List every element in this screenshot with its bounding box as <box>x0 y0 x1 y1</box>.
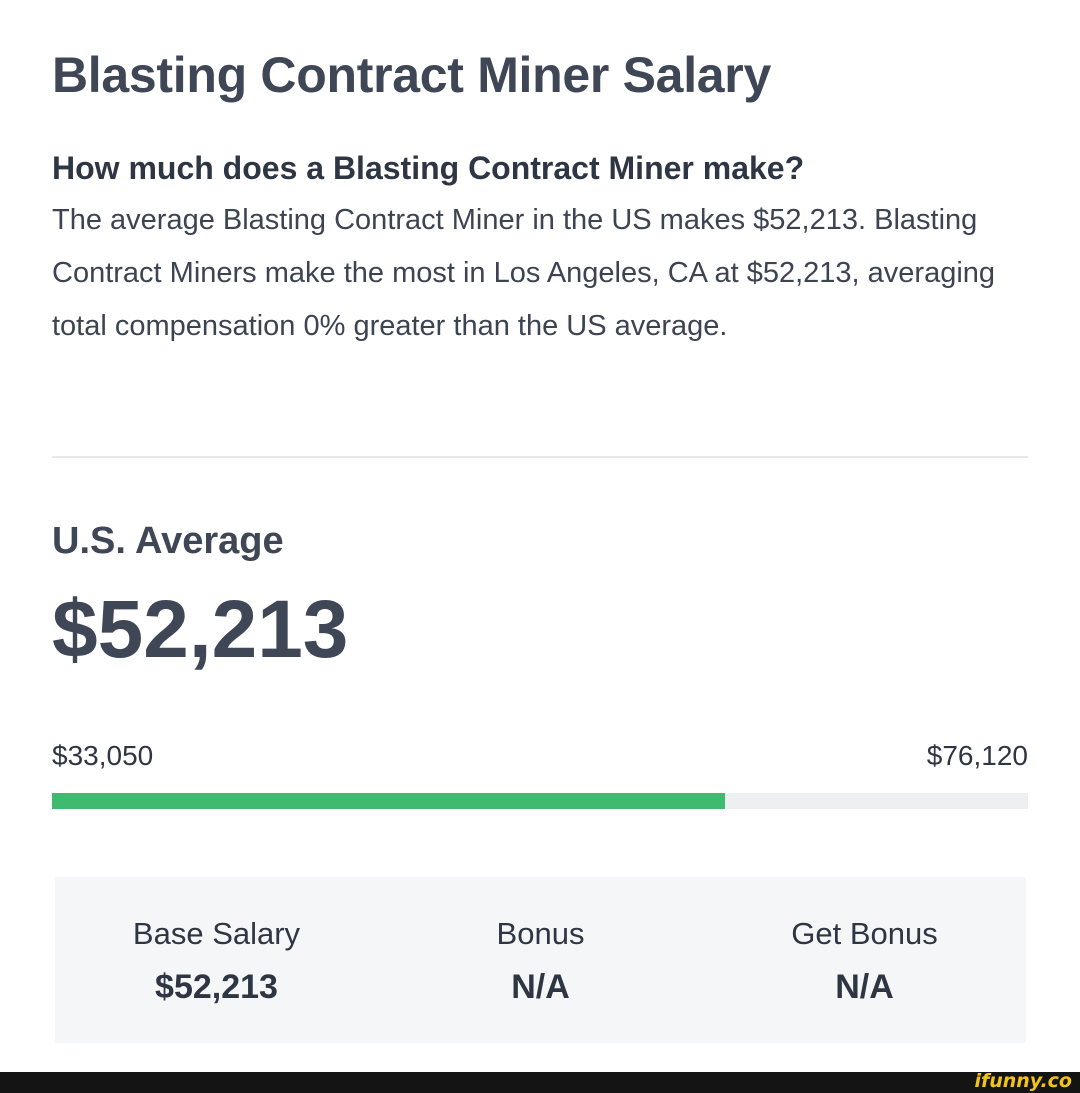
stat-value: N/A <box>835 968 894 1006</box>
stat-value: $52,213 <box>155 968 278 1006</box>
stat-label: Bonus <box>496 916 585 951</box>
us-average-label: U.S. Average <box>52 520 284 562</box>
range-min-label: $33,050 <box>52 740 154 771</box>
us-average-value: $52,213 <box>52 584 349 675</box>
stat-value: N/A <box>511 968 570 1006</box>
salary-range-bar <box>52 793 1028 809</box>
footer-bar: ifunny.co <box>0 1070 1080 1093</box>
stat-label: Get Bonus <box>791 916 938 951</box>
range-max-label: $76,120 <box>926 740 1028 771</box>
section-divider <box>52 456 1028 458</box>
stat-bonus: Bonus N/A <box>379 913 702 1009</box>
salary-question-heading: How much does a Blasting Contract Miner … <box>52 150 805 186</box>
salary-range-bar-fill <box>52 793 726 809</box>
stat-label: Base Salary <box>132 916 301 951</box>
page-title: Blasting Contract Miner Salary <box>52 47 771 103</box>
salary-summary-text: The average Blasting Contract Miner in t… <box>52 204 996 342</box>
salary-header: Blasting Contract Miner Salary How much … <box>52 40 1028 353</box>
stat-get-bonus: Get Bonus N/A <box>703 913 1026 1009</box>
ifunny-watermark: ifunny.co <box>974 1070 1072 1092</box>
compensation-breakdown: Base Salary $52,213 Bonus N/A Get Bonus … <box>55 877 1026 1043</box>
stat-base-salary: Base Salary $52,213 <box>55 913 378 1009</box>
